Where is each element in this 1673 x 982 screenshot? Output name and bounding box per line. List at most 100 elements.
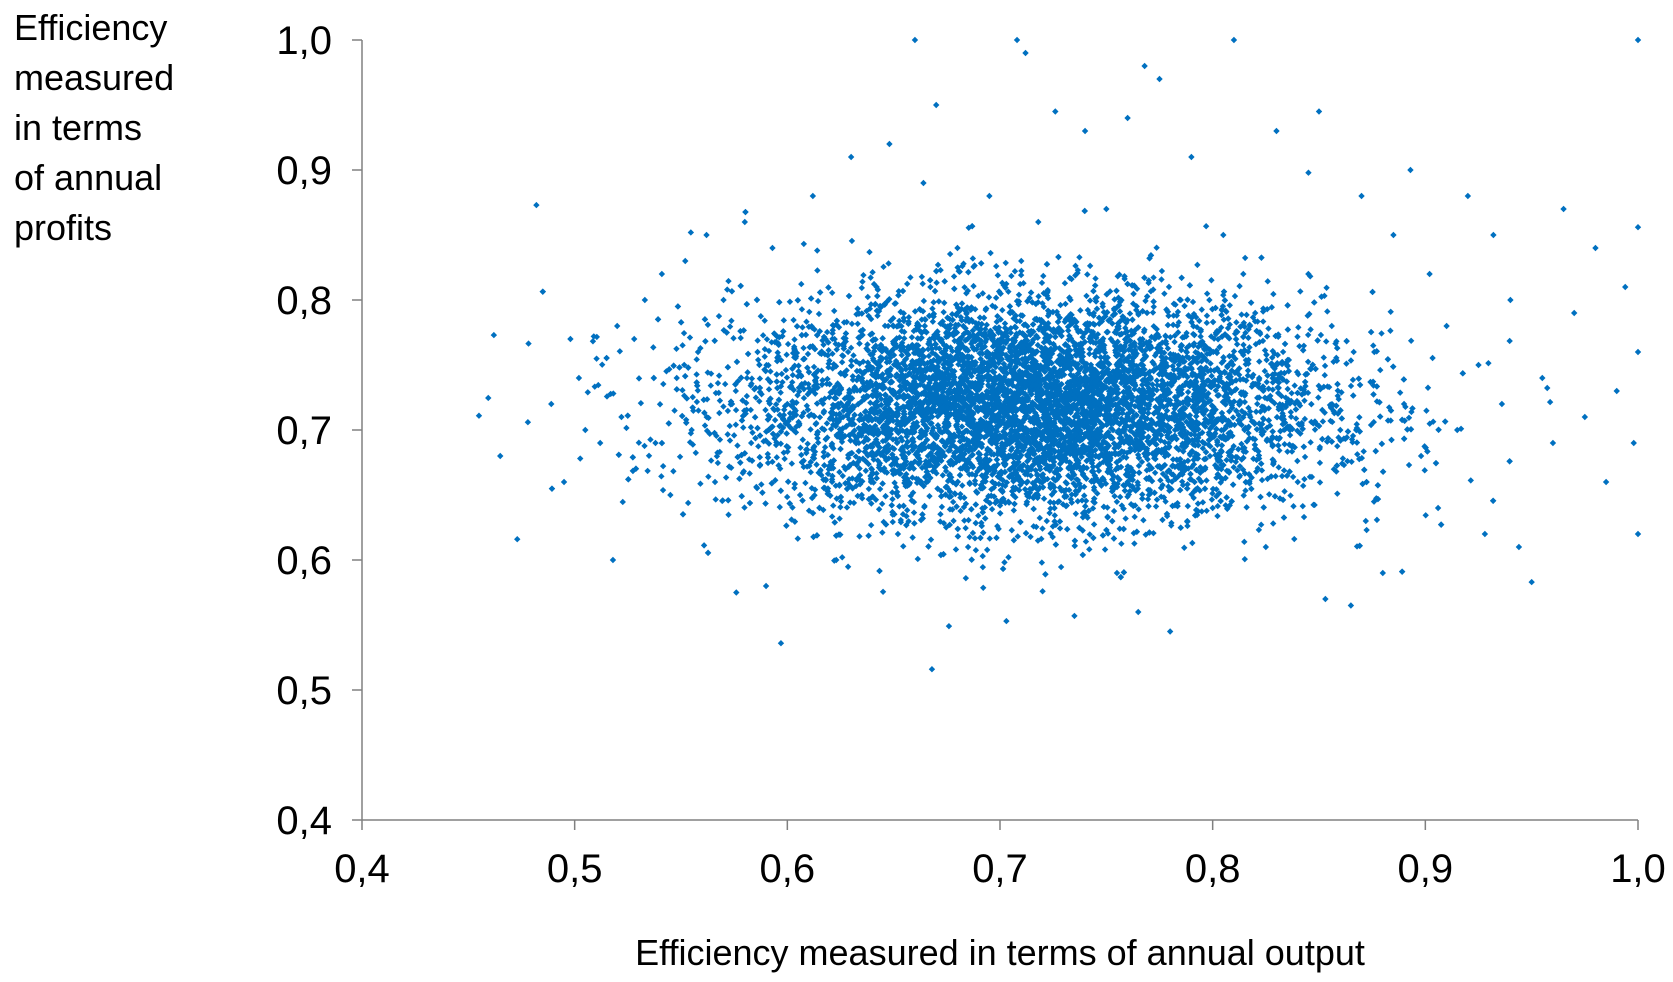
data-point xyxy=(937,518,944,525)
data-point xyxy=(1018,452,1025,459)
data-point xyxy=(851,427,858,434)
data-point xyxy=(1347,382,1355,390)
data-point xyxy=(908,334,916,341)
data-point xyxy=(919,515,927,522)
data-point xyxy=(992,325,1000,332)
data-point xyxy=(703,413,710,421)
data-point xyxy=(1343,360,1350,367)
data-point xyxy=(753,483,760,491)
data-point xyxy=(1091,321,1098,328)
data-point xyxy=(981,343,988,350)
x-tick-label: 0,6 xyxy=(760,847,816,891)
data-point xyxy=(965,224,972,231)
data-point xyxy=(765,386,773,393)
data-point xyxy=(1251,318,1259,325)
data-point xyxy=(1026,294,1033,302)
data-point xyxy=(1167,333,1174,341)
data-point xyxy=(485,394,492,402)
data-point xyxy=(1183,329,1190,337)
data-point xyxy=(1299,502,1306,510)
data-point xyxy=(1297,288,1304,295)
data-point xyxy=(1236,463,1244,470)
data-point xyxy=(844,563,852,570)
data-point xyxy=(848,320,856,328)
data-point xyxy=(1159,516,1166,524)
data-point xyxy=(1231,292,1239,300)
data-point xyxy=(707,457,715,464)
data-point xyxy=(798,306,806,313)
data-point xyxy=(885,260,892,267)
data-point xyxy=(747,406,754,414)
data-point xyxy=(1217,479,1224,486)
data-point xyxy=(1316,459,1324,467)
data-point xyxy=(824,451,832,459)
data-point xyxy=(715,312,723,320)
data-point xyxy=(768,339,775,346)
data-point xyxy=(1064,327,1072,334)
data-point xyxy=(975,292,982,300)
data-point xyxy=(807,426,814,433)
data-point xyxy=(1101,546,1109,553)
data-point xyxy=(704,321,712,328)
data-point xyxy=(1288,389,1295,397)
data-point xyxy=(780,317,788,324)
data-point xyxy=(1301,453,1309,461)
data-point xyxy=(726,422,733,430)
data-point xyxy=(1268,304,1275,311)
data-point xyxy=(1189,354,1197,361)
data-point xyxy=(656,401,664,408)
data-point xyxy=(1089,505,1097,512)
data-point xyxy=(1158,276,1165,283)
data-point xyxy=(1245,326,1252,333)
data-point xyxy=(1215,490,1223,497)
data-point xyxy=(1243,438,1251,445)
data-point xyxy=(1038,535,1045,543)
data-point xyxy=(700,542,708,549)
data-point xyxy=(1091,350,1098,357)
data-point xyxy=(1284,448,1291,455)
data-point xyxy=(789,504,796,511)
data-point xyxy=(1074,361,1082,368)
data-point xyxy=(983,451,990,458)
data-point xyxy=(830,502,837,509)
data-point xyxy=(1199,499,1207,506)
data-point xyxy=(1261,347,1269,354)
data-point xyxy=(944,366,952,373)
data-point xyxy=(962,574,970,582)
data-point xyxy=(964,465,972,472)
data-point xyxy=(1126,310,1134,317)
data-point xyxy=(1405,461,1413,469)
data-point xyxy=(1356,414,1363,421)
data-point xyxy=(1162,354,1170,362)
data-point xyxy=(780,411,788,419)
data-point xyxy=(619,498,626,506)
data-point xyxy=(918,316,925,323)
data-point xyxy=(907,274,914,281)
data-point xyxy=(1304,358,1312,366)
x-tick-label: 0,9 xyxy=(1398,847,1454,891)
data-point xyxy=(1192,314,1200,321)
data-point xyxy=(1197,333,1204,340)
data-point xyxy=(1164,432,1171,439)
data-point xyxy=(716,436,724,443)
data-point xyxy=(1086,546,1093,553)
data-point xyxy=(1378,330,1385,337)
data-point xyxy=(1291,535,1298,543)
data-point xyxy=(737,334,744,342)
data-point xyxy=(832,482,839,489)
data-point xyxy=(1112,466,1119,473)
data-point xyxy=(959,482,966,489)
data-point xyxy=(955,321,962,328)
data-point xyxy=(925,375,932,382)
data-point xyxy=(1086,531,1093,538)
data-point xyxy=(1266,491,1273,498)
data-point xyxy=(703,427,711,435)
data-point xyxy=(833,346,840,353)
data-point xyxy=(911,308,919,315)
data-point xyxy=(977,416,984,423)
data-point xyxy=(983,546,991,554)
data-point xyxy=(1096,348,1103,356)
data-point xyxy=(838,438,846,446)
data-point xyxy=(647,436,654,443)
data-point xyxy=(997,475,1004,482)
